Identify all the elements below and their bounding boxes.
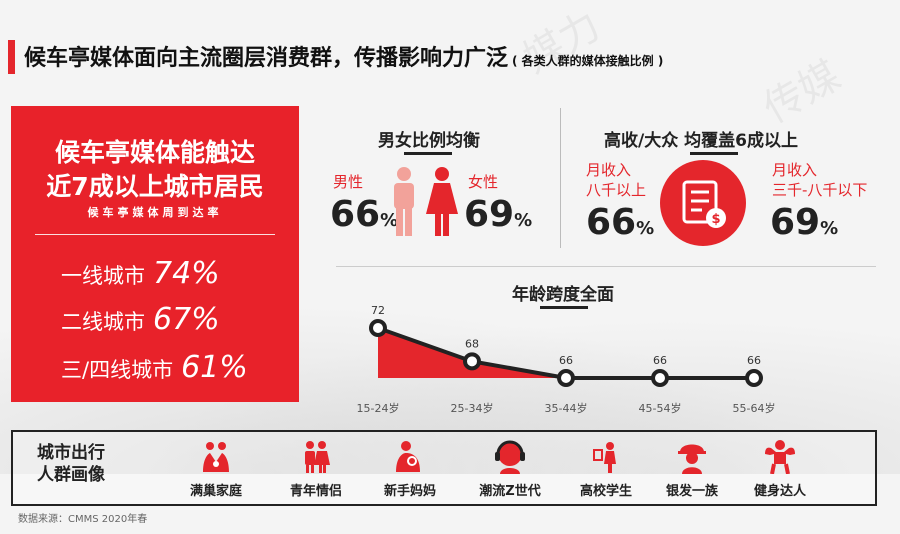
elder-icon [678, 444, 706, 474]
watermark: 传媒 [755, 52, 849, 133]
female-icon [426, 167, 458, 236]
chart-title: 年龄跨度全面 [512, 285, 614, 305]
x-tick-label: 55-64岁 [733, 401, 776, 415]
income-title: 高收/大众 均覆盖6成以上 [604, 131, 798, 151]
male-icon [394, 167, 414, 236]
data-label: 66 [559, 354, 573, 367]
fitness-icon [765, 440, 795, 474]
persona-label: 青年情侣 [289, 484, 342, 499]
persona-label: 健身达人 [753, 484, 806, 499]
x-tick-label: 45-54岁 [639, 401, 682, 415]
data-point [463, 352, 481, 371]
data-point [745, 369, 763, 387]
reach-row-tier34: 三/四线城市 61% [61, 350, 248, 385]
title-underline [540, 306, 588, 309]
persona-item: 新手妈妈 [365, 438, 455, 499]
reach-caption: 候车亭媒体周到达率 [87, 206, 223, 219]
high-income-value: 66% [586, 202, 655, 243]
persona-label: 银发一族 [665, 484, 718, 499]
gender-title: 男女比例均衡 [378, 131, 480, 151]
male-value: 66% [330, 194, 399, 235]
female-value: 69% [464, 194, 533, 235]
data-point [557, 369, 575, 387]
x-tick-label: 35-44岁 [545, 401, 588, 415]
mid-income-value: 69% [770, 202, 839, 243]
reach-row-tier1: 一线城市 74% [61, 256, 220, 291]
mother-baby-icon [396, 441, 420, 472]
data-label: 68 [465, 337, 479, 350]
persona-item: 满巢家庭 [171, 438, 261, 499]
bill-icon: $ [660, 160, 746, 246]
age-area-chart: 72 15-24岁 68 25-34岁 66 35-44岁 66 45-54岁 66 55-64岁 [357, 304, 776, 415]
title-accent-bar [8, 40, 15, 74]
couple-icon [305, 441, 330, 473]
male-label: 男性 [333, 173, 364, 191]
high-income-label: 月收入 八千以上 [586, 161, 647, 199]
persona-label: 新手妈妈 [383, 484, 436, 499]
gender-icon [394, 167, 458, 236]
page-title: 候车亭媒体面向主流圈层消费群，传播影响力广泛( 各类人群的媒体接触比例 ) [24, 46, 664, 71]
data-label: 66 [747, 354, 761, 367]
persona-label: 高校学生 [579, 484, 632, 499]
page-subtitle: ( 各类人群的媒体接触比例 ) [512, 54, 664, 68]
headphones-person-icon [495, 440, 525, 474]
family-icon [203, 442, 229, 472]
student-icon [593, 442, 616, 473]
horizontal-divider [336, 266, 876, 267]
x-tick-label: 15-24岁 [357, 401, 400, 415]
mid-income-label: 月收入 三千-八千以下 [772, 161, 868, 199]
persona-label: 满巢家庭 [189, 484, 242, 499]
reach-row-tier2: 二线城市 67% [61, 302, 220, 337]
persona-item: 银发一族 [647, 438, 737, 499]
svg-text:$: $ [711, 212, 720, 227]
persona-item: 健身达人 [735, 438, 825, 499]
x-tick-label: 25-34岁 [451, 401, 494, 415]
reach-heading: 候车亭媒体能触达 近7成以上城市居民 [46, 138, 264, 201]
persona-item: 青年情侣 [271, 438, 361, 499]
persona-label: 潮流Z世代 [479, 484, 541, 499]
data-label: 72 [371, 304, 385, 317]
data-label: 66 [653, 354, 667, 367]
persona-item: 潮流Z世代 [465, 438, 555, 499]
female-label: 女性 [468, 173, 499, 191]
persona-title: 城市出行 人群画像 [37, 443, 105, 485]
data-point [369, 319, 387, 337]
persona-panel: 城市出行 人群画像 满巢家庭 青年情侣 新手妈妈 潮流Z世代 高校学生 银发一族 健身达人 [11, 430, 877, 506]
section-divider [560, 108, 561, 248]
persona-item: 高校学生 [561, 438, 651, 499]
data-point [651, 369, 669, 387]
title-underline [404, 152, 452, 155]
divider [35, 234, 275, 235]
title-underline [690, 152, 738, 155]
data-source: 数据来源：CMMS 2020年春 [18, 514, 148, 525]
reach-panel: 候车亭媒体能触达 近7成以上城市居民 候车亭媒体周到达率 一线城市 74% 二线城市… [11, 106, 299, 402]
